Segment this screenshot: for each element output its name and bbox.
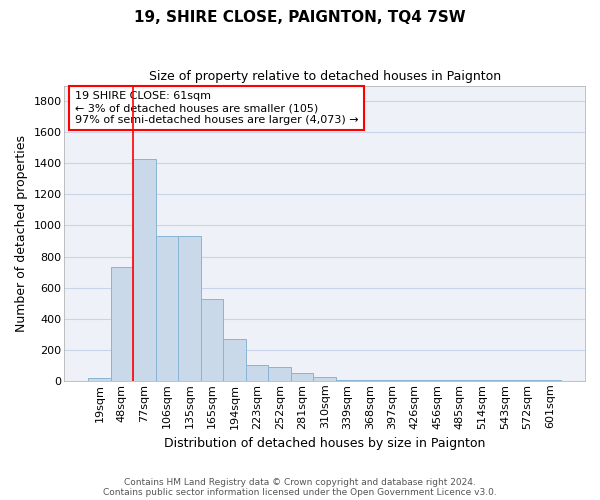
Bar — [359, 380, 381, 381]
Y-axis label: Number of detached properties: Number of detached properties — [15, 134, 28, 332]
Bar — [88, 378, 110, 381]
Text: 19 SHIRE CLOSE: 61sqm
← 3% of detached houses are smaller (105)
97% of semi-deta: 19 SHIRE CLOSE: 61sqm ← 3% of detached h… — [75, 92, 358, 124]
Bar — [449, 380, 471, 381]
Bar — [381, 380, 404, 381]
Bar — [268, 367, 291, 381]
Bar — [539, 380, 562, 381]
Bar — [336, 380, 359, 381]
X-axis label: Distribution of detached houses by size in Paignton: Distribution of detached houses by size … — [164, 437, 485, 450]
Text: Contains HM Land Registry data © Crown copyright and database right 2024.
Contai: Contains HM Land Registry data © Crown c… — [103, 478, 497, 497]
Text: 19, SHIRE CLOSE, PAIGNTON, TQ4 7SW: 19, SHIRE CLOSE, PAIGNTON, TQ4 7SW — [134, 10, 466, 25]
Bar — [291, 373, 313, 381]
Bar — [110, 266, 133, 381]
Bar — [246, 366, 268, 381]
Bar — [313, 377, 336, 381]
Bar — [156, 236, 178, 381]
Bar — [494, 380, 516, 381]
Bar — [516, 380, 539, 381]
Bar — [201, 298, 223, 381]
Bar — [178, 236, 201, 381]
Bar — [223, 339, 246, 381]
Bar — [404, 380, 426, 381]
Title: Size of property relative to detached houses in Paignton: Size of property relative to detached ho… — [149, 70, 501, 83]
Bar — [426, 380, 449, 381]
Bar — [133, 160, 156, 381]
Bar — [471, 380, 494, 381]
